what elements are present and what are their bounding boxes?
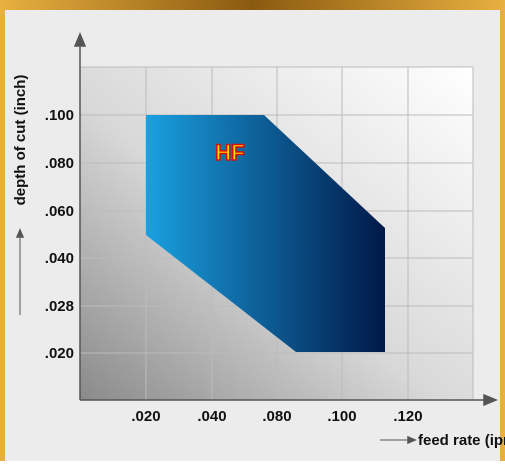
region-label: HF <box>215 140 244 165</box>
y-axis-label: depth of cut (inch) <box>12 75 29 206</box>
y-tick-label: .060 <box>45 203 74 220</box>
x-tick-label: .100 <box>327 408 356 425</box>
y-tick-label: .100 <box>45 107 74 124</box>
x-tick-label: .120 <box>393 408 422 425</box>
y-tick-label: .020 <box>45 345 74 362</box>
y-tick-label: .040 <box>45 250 74 267</box>
axes <box>15 32 498 445</box>
y-tick-label: .080 <box>45 155 74 172</box>
operating-region <box>146 115 385 352</box>
x-tick-labels: .020 .040 .080 .100 .120 <box>131 408 422 425</box>
y-tick-labels: .100 .080 .060 .040 .028 .020 <box>45 107 74 362</box>
x-tick-label: .040 <box>197 408 226 425</box>
x-tick-label: .080 <box>262 408 291 425</box>
y-tick-label: .028 <box>45 298 74 315</box>
x-axis-label: feed rate (ipr) <box>418 432 505 449</box>
x-tick-label: .020 <box>131 408 160 425</box>
